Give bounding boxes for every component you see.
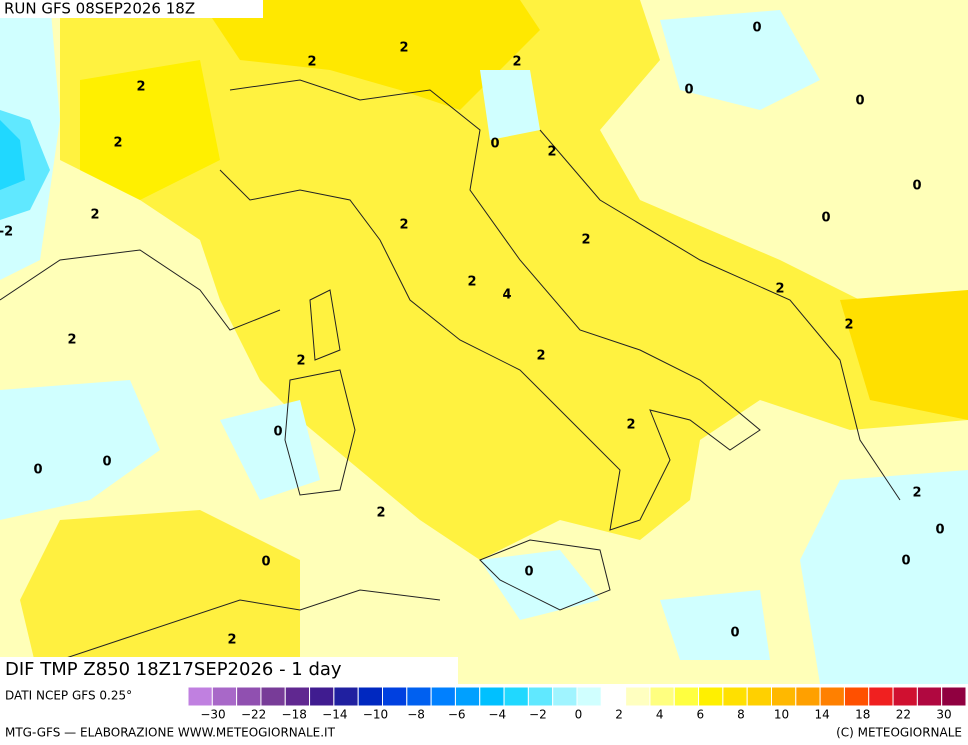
colorbar-label: −10 xyxy=(363,708,388,722)
color-swatch xyxy=(430,686,456,707)
map xyxy=(0,0,968,684)
contour-label: 2 xyxy=(136,80,145,95)
contour-label: 2 xyxy=(547,145,556,160)
contour-label: 2 xyxy=(399,41,408,56)
color-swatch xyxy=(771,686,797,707)
color-swatch xyxy=(187,686,213,707)
contour-label: 0 xyxy=(490,137,499,152)
contour-labels: 2 2 2 2 0 0 0 2 0 2 0 2 0 -2 2 2 2 4 2 2 2 2 2 0 2 0 0 2 2 0 0 0 0 0 2 xyxy=(0,21,945,648)
contour-label: 0 xyxy=(855,94,864,109)
contour-label: 0 xyxy=(684,83,693,98)
color-swatch xyxy=(673,686,700,707)
color-swatch xyxy=(454,686,481,707)
field-label: DIF TMP Z850 18Z17SEP2026 - 1 day xyxy=(5,659,342,680)
color-swatch xyxy=(625,686,651,707)
color-swatch xyxy=(795,686,821,707)
contour-label: 0 xyxy=(261,555,270,570)
colorbar-label: −14 xyxy=(322,708,347,722)
color-swatch xyxy=(916,686,943,707)
colorbar-label: −4 xyxy=(488,708,506,722)
color-swatch xyxy=(503,686,529,707)
contour-label: 2 xyxy=(227,633,236,648)
contour-label: 0 xyxy=(912,179,921,194)
contour-label: 2 xyxy=(376,506,385,521)
contour-label: 2 xyxy=(67,333,76,348)
colorbar-label: −2 xyxy=(529,708,547,722)
colorbar-label: 18 xyxy=(855,708,870,722)
color-swatch xyxy=(382,686,408,707)
colorbar: −30 −22 −18 −14 −10 −8 −6 −4 −2 0 2 4 6 8 10 14 18 22 30 xyxy=(187,686,967,722)
contour-label: 2 xyxy=(536,349,545,364)
color-swatch xyxy=(527,686,554,707)
contour-label: 0 xyxy=(33,463,42,478)
contour-label: 0 xyxy=(524,565,533,580)
contour-label: 0 xyxy=(935,523,944,538)
contour-label: 0 xyxy=(752,21,761,36)
contour-label: 2 xyxy=(467,275,476,290)
contour-label: 4 xyxy=(502,288,511,303)
color-swatch xyxy=(600,686,627,707)
footer-right: (C) METEOGIORNALE xyxy=(836,726,962,740)
color-swatch xyxy=(284,686,311,707)
contour-label: 2 xyxy=(512,55,521,70)
contour-label: 0 xyxy=(730,626,739,641)
color-swatch xyxy=(260,686,286,707)
contour-label: 0 xyxy=(901,554,910,569)
contour-label: 2 xyxy=(307,55,316,70)
colorbar-label: 4 xyxy=(656,708,664,722)
contour-label: 0 xyxy=(821,211,830,226)
colorbar-label: −18 xyxy=(282,708,307,722)
color-swatch xyxy=(819,686,845,707)
color-swatch xyxy=(746,686,772,707)
header-box xyxy=(0,0,263,18)
run-label: RUN GFS 08SEP2026 18Z xyxy=(4,0,195,18)
colorbar-label: 22 xyxy=(896,708,911,722)
footer-left: MTG-GFS — ELABORAZIONE WWW.METEOGIORNALE… xyxy=(5,726,336,740)
color-swatch xyxy=(357,686,383,707)
color-swatch xyxy=(211,686,238,707)
contour-label: 2 xyxy=(581,233,590,248)
color-swatch xyxy=(941,686,967,707)
colorbar-label: 0 xyxy=(575,708,583,722)
contour-label: 2 xyxy=(90,208,99,223)
contour-label: 2 xyxy=(626,418,635,433)
color-swatch xyxy=(892,686,918,707)
color-swatch xyxy=(479,686,505,707)
field-box xyxy=(0,657,458,684)
colorbar-label: −6 xyxy=(448,708,466,722)
color-swatch xyxy=(576,686,602,707)
contour-label: 2 xyxy=(113,136,122,151)
colorbar-label: 8 xyxy=(737,708,745,722)
color-swatch xyxy=(868,686,894,707)
colorbar-label: −8 xyxy=(407,708,425,722)
color-swatch xyxy=(333,686,359,707)
color-swatch xyxy=(722,686,748,707)
contour-label: 2 xyxy=(399,218,408,233)
source-label: DATI NCEP GFS 0.25° xyxy=(5,689,132,703)
contour-label: 0 xyxy=(102,455,111,470)
colorbar-label: 30 xyxy=(936,708,951,722)
colorbar-label: 2 xyxy=(615,708,623,722)
color-swatch xyxy=(236,686,262,707)
colorbar-label: 10 xyxy=(774,708,789,722)
color-swatch xyxy=(843,686,870,707)
contour-label: 2 xyxy=(912,486,921,501)
color-swatch xyxy=(406,686,432,707)
colorbar-label: 6 xyxy=(697,708,705,722)
color-swatch xyxy=(698,686,724,707)
contour-label: 2 xyxy=(296,354,305,369)
contour-label: 2 xyxy=(844,318,853,333)
colorbar-label: −22 xyxy=(241,708,266,722)
colorbar-label: 14 xyxy=(815,708,830,722)
color-swatch xyxy=(649,686,675,707)
color-swatch xyxy=(309,686,335,707)
contour-label: -2 xyxy=(0,225,13,240)
contour-label: 0 xyxy=(273,425,282,440)
colorbar-label: −30 xyxy=(200,708,225,722)
contour-label: 2 xyxy=(775,282,784,297)
color-swatch xyxy=(552,686,578,707)
